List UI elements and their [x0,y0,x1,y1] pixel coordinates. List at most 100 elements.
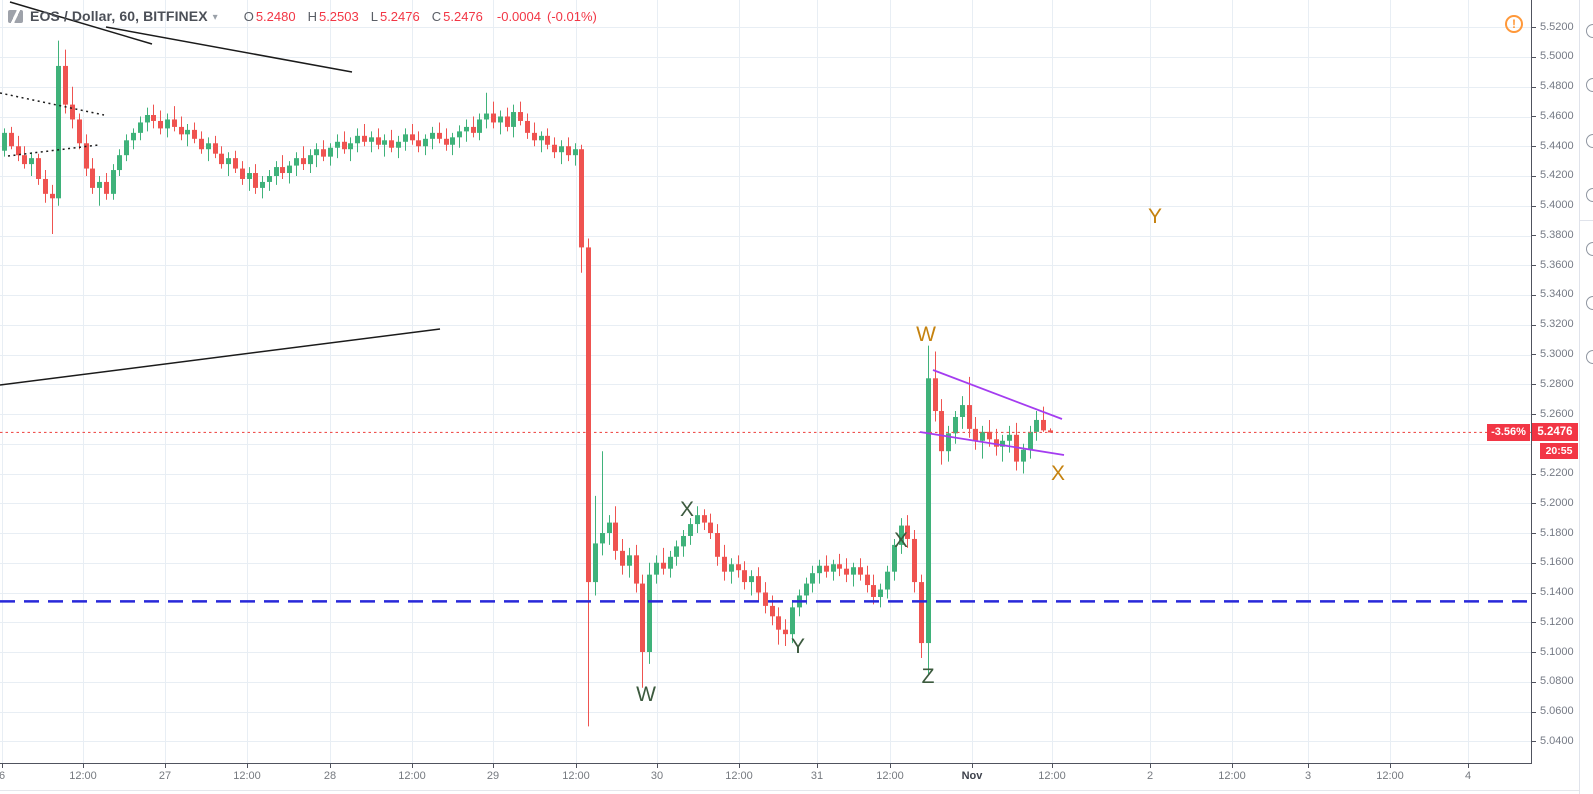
candle-body [97,181,102,188]
candle-body [532,132,537,141]
candle-body [756,576,761,593]
candle-body [2,132,7,151]
dotted-trendline-1[interactable] [0,92,105,116]
candle-body [708,522,713,533]
candle-body [471,126,476,133]
candle-body [342,141,347,150]
time-tick-label: 12:00 [233,770,261,782]
toolbar-icon-cutoff[interactable] [1586,78,1593,92]
candle-body [1028,431,1033,450]
wedge-lower-line[interactable] [919,431,1065,456]
candle-body [16,146,21,156]
candle-body [301,158,306,165]
down-trendline-2[interactable] [105,26,353,73]
price-tick-label: 5.1000 [1540,646,1574,658]
candles-layer [2,40,1053,727]
change-percent: (-0.01%) [546,8,597,24]
candlestick-chart: W X Y X Z W X Y [0,0,1531,763]
alert-warning-icon[interactable]: ! [1505,15,1523,33]
time-tick-label: 2 [1146,770,1154,782]
candle-body [953,416,958,434]
price-tick-label: 5.4000 [1540,199,1574,211]
up-trendline[interactable] [0,328,441,386]
candle-body [437,132,442,139]
candle-body [199,138,204,150]
time-tick-mark [739,764,740,768]
time-axis[interactable]: 6 12:00 27 12:00 28 12:00 29 12:00 30 12:00 31 12:0… [0,764,1532,792]
candle-body [973,428,978,441]
change-value: -0.0004 [496,8,541,24]
time-tick-mark [890,764,891,768]
low-label: L [370,8,378,24]
candle-body [84,143,89,169]
candle-body [573,149,578,156]
candle-body [620,550,625,566]
candle-body [634,555,639,584]
candle-body [967,405,972,429]
price-tick-mark [1532,265,1536,266]
price-tick-label: 5.2000 [1540,497,1574,509]
candle-body [376,137,381,145]
price-tick-mark [1532,295,1536,296]
price-tick-label: 5.1600 [1540,556,1574,568]
time-tick-mark [1150,764,1151,768]
candle-body [287,165,292,174]
price-tick-mark [1532,235,1536,236]
bar-countdown-badge: 20:55 [1540,443,1578,459]
time-tick-mark [657,764,658,768]
time-tick-label: 12:00 [1218,770,1246,782]
candle-body [36,158,41,179]
candle-body [450,137,455,145]
price-tick-mark [1532,622,1536,623]
candle-body [158,120,163,129]
time-tick-mark [817,764,818,768]
candle-body [715,533,720,557]
candle-body [933,378,938,412]
time-tick-label: 27 [158,770,172,782]
candle-body [878,589,883,597]
time-tick-mark [1390,764,1391,768]
low-value: 5.2476 [379,8,420,24]
price-tick-label: 5.0400 [1540,735,1574,747]
time-tick-label: 12:00 [725,770,753,782]
toolbar-icon-cutoff[interactable] [1586,350,1593,364]
price-tick-mark [1532,503,1536,504]
candle-body [77,119,82,144]
chart-legend: EOS / Dollar, 60, BITFINEX ▾ O 5.2480 H … [8,8,597,24]
wedge-upper-line[interactable] [932,369,1063,420]
toolbar-icon-cutoff[interactable] [1586,296,1593,310]
candle-body [50,193,55,199]
chevron-down-icon[interactable]: ▾ [212,11,218,23]
time-tick-mark [1232,764,1233,768]
candle-body [742,570,747,583]
price-tick-mark [1532,27,1536,28]
candle-body [185,129,190,135]
candle-body [899,525,904,545]
price-tick-label: 5.3200 [1540,318,1574,330]
candle-body [926,378,931,644]
symbol-title[interactable]: EOS / Dollar, 60, BITFINEX [30,8,208,24]
right-toolbar-cutoff[interactable] [1579,0,1593,794]
candle-body [423,138,428,147]
dotted-trendline-2[interactable] [7,144,99,157]
toolbar-icon-cutoff[interactable] [1586,134,1593,148]
candle-body [559,146,564,153]
toolbar-icon-cutoff[interactable] [1586,242,1593,256]
price-tick-label: 5.0600 [1540,705,1574,717]
chart-pane[interactable]: W X Y X Z W X Y [0,0,1532,764]
down-trendline-1[interactable] [9,1,153,45]
candle-body [613,522,618,551]
candle-body [403,134,408,142]
time-tick-label: 4 [1464,770,1472,782]
candle-body [43,178,48,194]
candle-body [348,143,353,150]
toolbar-icon-cutoff[interactable] [1586,24,1593,38]
toolbar-icon-cutoff[interactable] [1586,188,1593,202]
candle-body [369,137,374,142]
candle-body [247,173,252,179]
wave-label-x: X [680,498,694,521]
candle-body [335,141,340,148]
candle-body [654,562,659,575]
price-axis[interactable]: 5.5200 5.5000 5.4800 5.4600 5.4400 5.4200 5.40… [1532,0,1578,763]
